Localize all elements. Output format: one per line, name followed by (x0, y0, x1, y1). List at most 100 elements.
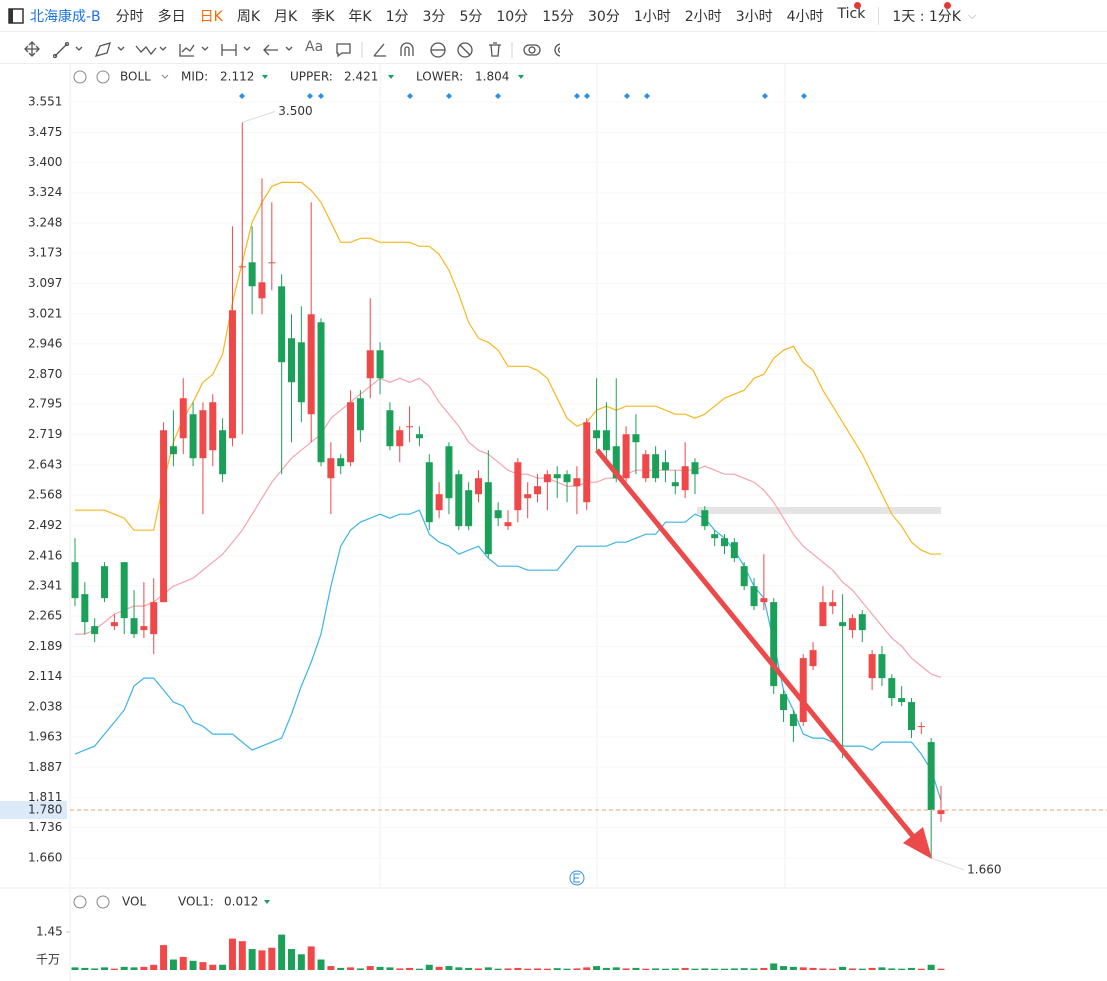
volume-bar (760, 967, 768, 970)
close-icon[interactable] (96, 895, 110, 909)
volume-bar (780, 966, 788, 970)
eye-tool[interactable] (430, 41, 446, 58)
period-option[interactable]: 30分 (588, 8, 620, 25)
candle-body (189, 414, 197, 459)
settings-icon[interactable] (73, 70, 87, 84)
candle-body (819, 602, 827, 627)
volume-bar (543, 968, 551, 970)
sidebar-toggle[interactable] (8, 7, 24, 24)
volume-bar (189, 960, 197, 970)
hide-tool[interactable] (457, 41, 473, 58)
y-tick-label: 1.887 (28, 760, 62, 774)
delete-tool[interactable] (489, 41, 501, 57)
volume-bar (593, 966, 601, 970)
period-option[interactable]: 季K (311, 8, 335, 25)
candle-body (907, 702, 915, 731)
volume-bar (120, 966, 128, 970)
period-option[interactable]: 10分 (496, 8, 529, 25)
candle-body (612, 446, 620, 479)
magnet-tool[interactable] (400, 41, 414, 56)
period-option[interactable]: 1分 (385, 8, 409, 25)
period-option[interactable]: 15分 (542, 8, 575, 25)
candle-body (711, 534, 719, 539)
volume-bar (583, 967, 591, 970)
candle-body (219, 430, 227, 475)
period-option[interactable]: 年K (348, 8, 372, 25)
period-option[interactable]: 日K (199, 8, 223, 25)
comment-tool[interactable] (336, 42, 351, 57)
period-option[interactable]: 4小时 (786, 8, 824, 25)
volume-bar (415, 968, 423, 970)
volume-bar (573, 968, 581, 970)
y-tick-label: 2.568 (28, 487, 62, 501)
angle-tool[interactable] (373, 43, 386, 57)
candle-body (642, 454, 650, 479)
volume-bar (504, 968, 512, 970)
symbol-name[interactable]: 北海康成-B (30, 8, 101, 25)
candle-body (534, 486, 542, 495)
candle-body (602, 430, 610, 451)
candle-body (81, 594, 89, 623)
period-option[interactable]: 3小时 (735, 8, 773, 25)
period-option[interactable]: 2小时 (684, 8, 722, 25)
candle-body (317, 322, 325, 463)
volume-bar (425, 964, 433, 970)
volume-bar (907, 967, 915, 970)
pen-tool[interactable] (94, 41, 125, 57)
period-option[interactable]: 5分 (459, 8, 483, 25)
period-option[interactable]: 分时 (115, 8, 144, 25)
candle-body (337, 458, 345, 467)
candle-body (150, 602, 158, 635)
period-option[interactable]: 多日 (157, 8, 186, 25)
period-option[interactable]: 周K (236, 8, 261, 25)
wave-tool[interactable] (135, 45, 167, 55)
dropdown-arrow[interactable]: ⌵ (967, 8, 977, 22)
candle-body (455, 474, 463, 527)
close-icon[interactable] (96, 70, 110, 84)
compare-tool[interactable] (523, 43, 541, 56)
settings-icon[interactable] (73, 895, 87, 909)
y-tick-label: 3.475 (28, 125, 62, 139)
fib-tool[interactable] (179, 43, 209, 57)
volume-bar (740, 968, 748, 970)
y-tick-label: 3.173 (28, 246, 62, 260)
period-option[interactable]: 月K (274, 8, 298, 25)
candle-body (524, 494, 532, 499)
candle-body (671, 482, 679, 487)
period-option[interactable]: 3分 (422, 8, 446, 25)
indicator-name: BOLL (120, 70, 151, 84)
volume-bar (848, 968, 856, 970)
candle-body (228, 310, 236, 439)
volume-bar (396, 968, 404, 970)
interval-select[interactable]: 1天 : 1分K (892, 8, 961, 25)
candle-body (553, 474, 561, 479)
volume-bar (445, 966, 453, 970)
volume-bar (622, 968, 630, 970)
candle-body (435, 494, 443, 511)
candle-body (445, 446, 453, 499)
y-tick-label: 2.114 (28, 669, 62, 683)
arrow-tool[interactable] (263, 44, 293, 55)
dropdown-arrow[interactable] (161, 74, 169, 79)
last-price-label: 1.780 (28, 803, 62, 817)
volume-bar (858, 968, 866, 970)
candle-body (71, 562, 79, 599)
line-tool[interactable] (52, 41, 83, 58)
y-tick-label: 1.811 (28, 790, 62, 804)
period-option[interactable]: 1小时 (633, 8, 671, 25)
settings-tool[interactable] (554, 42, 560, 57)
volume-bar (91, 968, 99, 970)
earnings-marker[interactable] (569, 870, 585, 886)
candle-body (760, 598, 768, 603)
text-tool[interactable]: Aa (305, 39, 324, 55)
move-tool[interactable] (24, 40, 40, 57)
event-marker[interactable] (239, 93, 807, 99)
candle-body (937, 810, 945, 815)
volume-bar (524, 968, 532, 970)
legend-value: 2.112 (220, 70, 254, 84)
measure-tool[interactable] (221, 43, 251, 56)
candle-body (888, 678, 896, 699)
volume-bar (888, 968, 896, 970)
vol-tick-label: 1.45 (36, 925, 63, 939)
period-option[interactable]: Tick (837, 5, 866, 22)
